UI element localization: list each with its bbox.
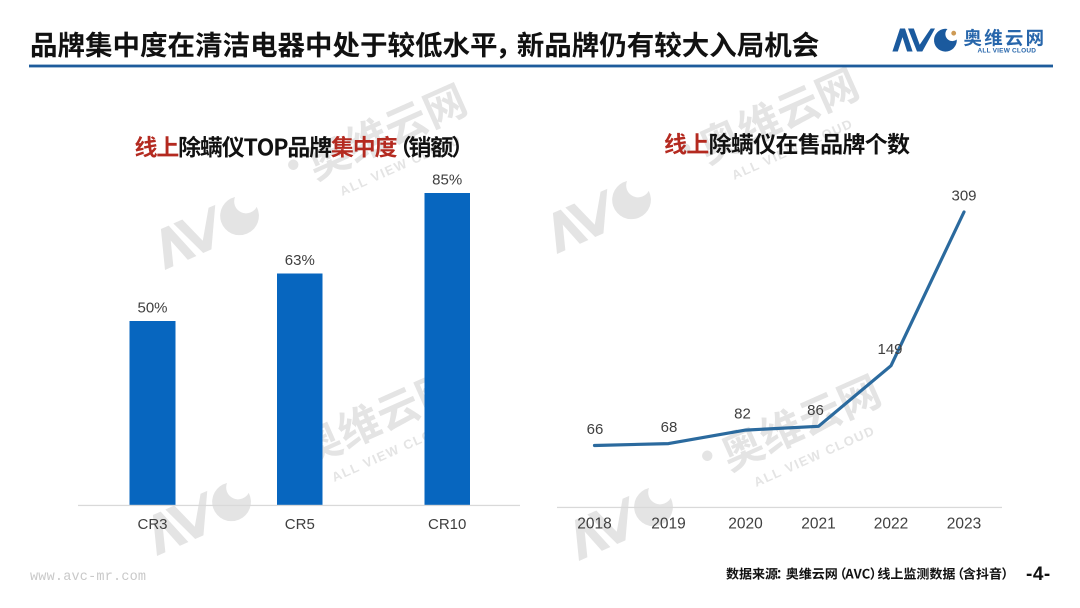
svg-text:-4-: -4- bbox=[1026, 564, 1051, 585]
svg-text:2021: 2021 bbox=[801, 516, 835, 533]
svg-text:63%: 63% bbox=[285, 252, 315, 269]
svg-text:2019: 2019 bbox=[651, 516, 685, 533]
svg-text:CR10: CR10 bbox=[428, 516, 466, 533]
svg-text:50%: 50% bbox=[137, 300, 167, 317]
svg-text:2018: 2018 bbox=[577, 516, 611, 533]
svg-text:2020: 2020 bbox=[728, 516, 763, 533]
svg-text:82: 82 bbox=[734, 406, 751, 423]
svg-text:CR3: CR3 bbox=[137, 516, 167, 533]
svg-text:www.avc-mr.com: www.avc-mr.com bbox=[30, 570, 146, 585]
svg-text:2023: 2023 bbox=[947, 516, 981, 533]
svg-text:86: 86 bbox=[807, 402, 824, 419]
svg-text:85%: 85% bbox=[432, 172, 462, 189]
svg-text:149: 149 bbox=[877, 341, 902, 358]
svg-text:2022: 2022 bbox=[874, 516, 908, 533]
svg-text:68: 68 bbox=[661, 419, 678, 436]
svg-text:CR5: CR5 bbox=[285, 516, 315, 533]
svg-text:ALL VIEW CLOUD: ALL VIEW CLOUD bbox=[978, 48, 1037, 55]
svg-text:66: 66 bbox=[587, 421, 604, 438]
svg-text:309: 309 bbox=[951, 188, 976, 205]
